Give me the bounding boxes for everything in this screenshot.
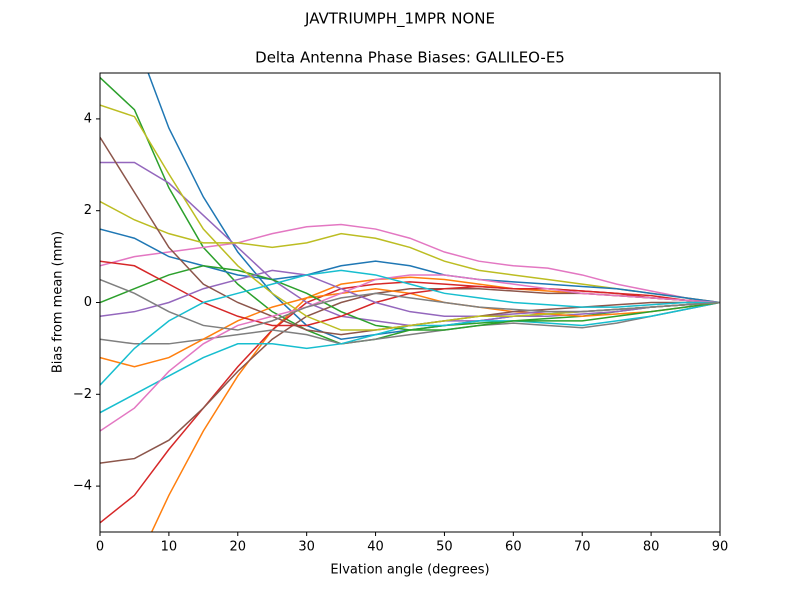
suptitle: JAVTRIUMPH_1MPR NONE [304,10,495,29]
x-tick-label: 40 [367,540,384,555]
x-tick-label: 20 [230,540,247,555]
series-line [100,223,720,304]
x-tick-label: 80 [643,540,660,555]
x-tick-label: 10 [161,540,178,555]
x-tick-label: 90 [712,540,729,555]
plot-lines [100,73,720,532]
series-line [100,136,720,336]
x-tick-label: 70 [574,540,591,555]
x-tick-label: 0 [96,540,104,555]
series-line [100,265,720,331]
y-tick-label: −2 [73,387,92,402]
series-line [100,269,720,386]
x-axis-label: Elvation angle (degrees) [330,563,489,578]
y-axis-label: Bias from mean (mm) [51,231,66,373]
x-tick-label: 50 [436,540,453,555]
series-line [100,161,720,327]
series-line [100,301,720,414]
x-tick-label: 60 [505,540,522,555]
plot-frame [99,72,721,533]
series-line [100,287,720,368]
y-tick-label: 4 [84,111,92,126]
chart-title: Delta Antenna Phase Biases: GALILEO-E5 [255,49,565,67]
x-tick-label: 30 [298,540,315,555]
series-line [100,274,720,432]
series-line [100,281,720,524]
series-line [100,278,720,331]
y-tick-label: 0 [84,295,92,310]
y-tick-label: 2 [84,203,92,218]
series-line [100,200,720,304]
y-tick-label: −4 [73,479,92,494]
